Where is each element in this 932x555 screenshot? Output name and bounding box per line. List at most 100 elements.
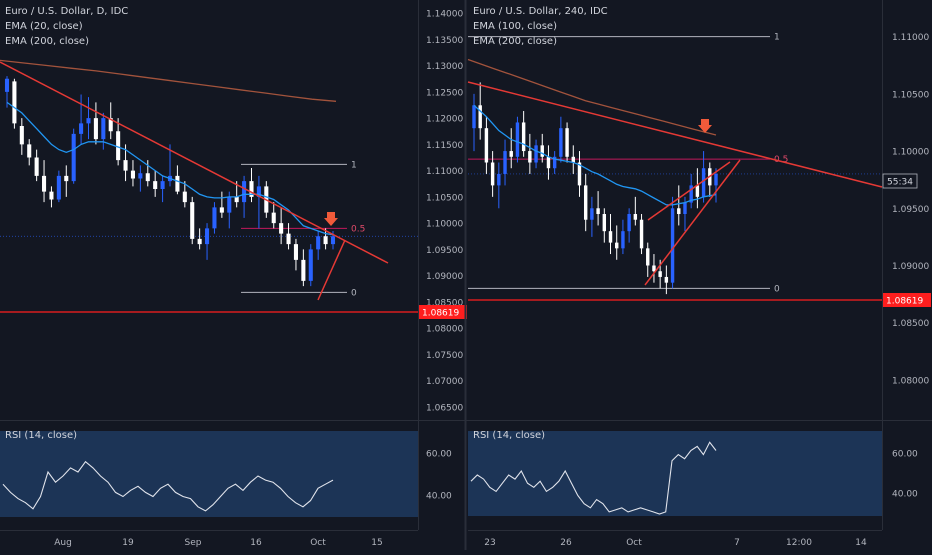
x-tick-label: Oct	[310, 538, 326, 548]
candle-body	[234, 196, 239, 203]
y-tick-label: 1.11500	[426, 141, 463, 151]
candle-body	[12, 81, 17, 124]
candle-body	[242, 181, 247, 203]
support-price-tag	[419, 305, 467, 319]
candle-body	[293, 244, 298, 260]
candle-body	[279, 223, 284, 234]
candle-body	[308, 249, 313, 281]
rising-wedge-line	[317, 239, 346, 301]
left-indicator-ema-20[interactable]: EMA (20, close)	[5, 21, 83, 32]
candle-body	[565, 128, 569, 157]
candle-body	[615, 242, 619, 249]
candle-body	[34, 157, 39, 176]
y-tick-label: 1.11000	[892, 33, 929, 43]
candle-body	[153, 181, 158, 189]
candle-body	[271, 212, 276, 224]
candle-body	[646, 248, 650, 266]
candle-body	[677, 208, 681, 215]
x-tick-label: 14	[855, 538, 867, 548]
x-tick-label: Sep	[185, 538, 202, 548]
rsi-title: RSI (14, close)	[5, 430, 77, 441]
candle-body	[197, 238, 202, 245]
candle-body	[4, 78, 10, 92]
candle-body	[472, 105, 476, 129]
main-plot-area	[468, 0, 882, 420]
candle-body	[101, 118, 106, 140]
y-tick-label: 1.06500	[426, 403, 463, 413]
candle-body	[316, 236, 321, 250]
y-tick-label: 1.07000	[426, 377, 463, 387]
candle-body	[714, 173, 718, 186]
y-tick-label: 1.13000	[426, 62, 463, 72]
candle-body	[627, 214, 631, 232]
candle-body	[602, 214, 607, 232]
y-tick-label: 1.13500	[426, 36, 463, 46]
candle-body	[683, 202, 687, 215]
candle-body	[509, 151, 513, 157]
candle-body	[503, 151, 507, 174]
y-tick-label: 1.09500	[426, 246, 463, 256]
fib-level-label: 0	[351, 288, 357, 298]
fib-level-label: 1	[774, 33, 780, 43]
candle-body	[219, 207, 224, 213]
x-tick-label: 26	[560, 538, 572, 548]
y-tick-label: 1.10500	[426, 193, 463, 203]
y-tick-label: 1.07500	[426, 351, 463, 361]
candle-body	[160, 181, 165, 189]
support-price-label: 1.08619	[886, 297, 923, 307]
candle-body	[175, 175, 180, 192]
support-price-tag	[883, 293, 931, 307]
rsi-tick-label: 60.00	[892, 450, 918, 460]
fib-level-label: 0.5	[351, 224, 365, 234]
rsi-title: RSI (14, close)	[473, 430, 545, 441]
x-tick-label: 12:00	[786, 538, 812, 548]
rsi-band	[468, 431, 882, 516]
right-indicator-ema-100[interactable]: EMA (100, close)	[473, 21, 557, 32]
candle-body	[71, 133, 76, 182]
right-chart-title: Euro / U.S. Dollar, 240, IDC	[473, 6, 608, 17]
main-plot-area	[0, 0, 418, 420]
x-tick-label: 19	[122, 538, 134, 548]
candle-body	[86, 118, 91, 124]
ema-100-line	[473, 104, 717, 206]
candle-body	[639, 219, 644, 249]
candle-body	[515, 122, 520, 157]
x-tick-label: 23	[484, 538, 495, 548]
candle-body	[93, 118, 98, 140]
candle-body	[130, 170, 135, 179]
left-indicator-ema-200[interactable]: EMA (200, close)	[5, 36, 89, 47]
support-price-label: 1.08619	[422, 309, 459, 319]
left-chart-pane[interactable]: 1.14000 1.13500 1.13000 1.12500 1.12000 1.115…	[0, 0, 478, 548]
candle-body	[571, 156, 575, 163]
candle-body	[79, 123, 84, 134]
y-tick-label: 1.12000	[426, 115, 463, 125]
sell-arrow-icon	[698, 119, 712, 133]
sell-arrow-icon	[324, 212, 338, 226]
rsi-tick-label: 40.00	[892, 490, 918, 500]
candle-body	[212, 207, 217, 229]
y-tick-label: 1.08000	[426, 325, 463, 335]
y-tick-label: 1.10000	[892, 148, 929, 158]
ema-200-line	[0, 59, 337, 102]
candle-body	[145, 173, 150, 182]
candle-body	[286, 233, 291, 245]
y-tick-label: 1.08000	[892, 376, 929, 386]
y-tick-label: 1.09000	[426, 272, 463, 282]
candle-body	[559, 128, 563, 157]
fib-level-label: 0	[774, 284, 780, 294]
candle-body	[664, 276, 669, 283]
rsi-tick-label: 40.00	[426, 492, 452, 502]
candle-body	[596, 208, 600, 215]
candle-body	[590, 208, 594, 220]
y-tick-label: 1.11000	[426, 167, 463, 177]
candle-body	[652, 265, 656, 272]
right-indicator-ema-200[interactable]: EMA (200, close)	[473, 36, 557, 47]
x-tick-label: Oct	[626, 538, 642, 548]
candle-body	[621, 231, 625, 249]
candle-body	[19, 126, 24, 145]
right-chart-pane[interactable]: 1.11000 1.10500 1.10000 1.09500 1.09000 1.085…	[467, 0, 932, 548]
rising-wedge-line	[644, 159, 741, 286]
ema-200-line	[467, 58, 717, 136]
y-tick-label: 1.14000	[426, 10, 463, 20]
